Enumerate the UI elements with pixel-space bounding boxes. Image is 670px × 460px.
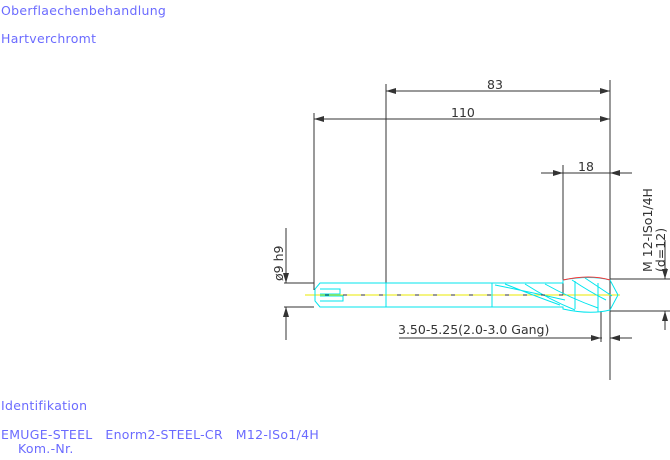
surface-treatment-value: Hartverchromt — [1, 31, 97, 46]
dimension-lines — [283, 80, 670, 380]
thread-spec-text: M 12-ISo1/4H — [640, 188, 655, 272]
dim-110-text: 110 — [451, 105, 475, 120]
surface-treatment-label: Oberflaechenbehandlung — [1, 3, 167, 18]
dim-83-text: 83 — [487, 77, 503, 92]
tap-tool — [305, 276, 620, 313]
chamfer-mark — [562, 276, 611, 281]
identification-value: EMUGE-STEEL Enorm2-STEEL-CR M12-ISo1/4H — [1, 427, 320, 442]
identification-label: Identifikation — [1, 398, 88, 413]
thread-diameter-text: (d=12) — [653, 228, 668, 272]
kom-nr-label: Kom.-Nr. — [18, 441, 74, 456]
dim-18-text: 18 — [578, 159, 594, 174]
shank-diameter-text: ø9 h9 — [271, 246, 286, 281]
drill-range-text: 3.50-5.25(2.0-3.0 Gang) — [398, 322, 549, 337]
